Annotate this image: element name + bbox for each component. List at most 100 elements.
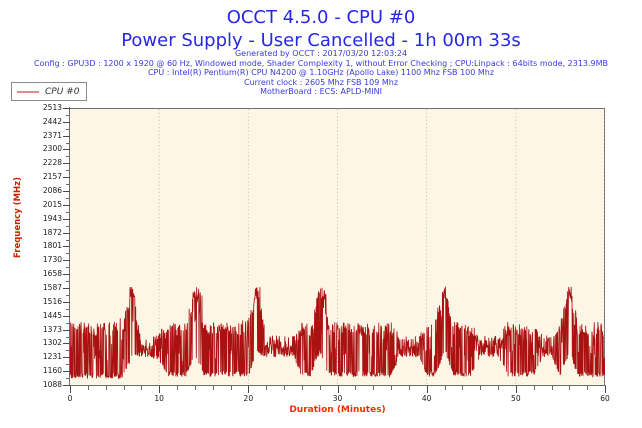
y-axis-minor-tick [66, 378, 70, 379]
x-axis-tick [426, 386, 428, 393]
y-axis-tick-label: 1516 [42, 296, 62, 306]
x-axis-tick [70, 386, 71, 393]
y-axis-tick [63, 260, 70, 262]
x-axis-minor-tick [177, 386, 178, 390]
x-axis-minor-tick [408, 386, 410, 390]
x-axis-minor-tick [444, 386, 446, 390]
y-axis-tick-label: 1160 [42, 366, 62, 375]
y-axis-minor-tick [66, 197, 70, 199]
y-axis-tick [63, 385, 70, 386]
x-axis-tick [605, 386, 606, 393]
y-axis-minor-tick [66, 253, 70, 255]
x-axis-minor-tick [141, 386, 143, 390]
y-axis-tick-label: 1587 [42, 283, 62, 292]
y-axis-minor-tick [66, 336, 70, 338]
y-axis-tick-label: 1801 [42, 241, 62, 251]
x-axis-tick [515, 386, 517, 393]
y-axis-tick-label: 2513 [42, 103, 62, 112]
y-axis-tick [63, 274, 70, 276]
page-title: OCCT 4.5.0 - CPU #0 [226, 7, 416, 28]
y-axis-tick [63, 357, 70, 359]
y-axis-minor-tick [66, 170, 70, 172]
y-axis-tick-label: 2300 [42, 144, 62, 154]
x-axis-minor-tick [480, 386, 482, 390]
x-axis-minor-tick [301, 386, 303, 390]
y-axis-tick [63, 191, 70, 192]
y-axis-tick [63, 246, 70, 248]
page-subtitle: Power Supply - User Cancelled - 1h 00m 3… [121, 30, 521, 51]
plot-area [70, 108, 605, 386]
legend-swatch-line-icon [17, 90, 39, 93]
x-axis-minor-tick [462, 386, 464, 390]
y-axis-tick-label: 1231 [42, 352, 62, 362]
y-axis-tick-label: 1445 [42, 310, 62, 320]
y-axis-minor-tick [66, 308, 70, 310]
y-axis-tick-label: 1302 [42, 338, 62, 348]
y-axis-minor-tick [66, 281, 70, 283]
x-axis-minor-tick [266, 386, 268, 390]
x-axis-minor-tick [194, 386, 196, 390]
y-axis-tick-label: 1373 [42, 324, 62, 334]
y-axis-minor-tick [66, 156, 70, 158]
x-axis-tick [337, 386, 339, 393]
y-axis-tick [63, 163, 70, 165]
y-axis-minor-tick [66, 350, 70, 352]
y-axis-tick [63, 204, 70, 206]
y-axis-minor-tick [66, 114, 70, 116]
x-axis-minor-tick [87, 386, 89, 390]
y-axis-title: Frequency (MHz) [13, 177, 23, 258]
x-axis-tick [159, 386, 161, 393]
y-axis-tick [63, 108, 70, 109]
legend-series-label: CPU #0 [45, 86, 80, 97]
x-axis-minor-tick [230, 386, 232, 390]
y-axis-tick-label: 2442 [42, 116, 62, 126]
y-axis-tick [63, 301, 70, 303]
y-axis-minor-tick [66, 364, 70, 366]
x-axis-minor-tick [105, 386, 107, 390]
y-axis-minor-tick [66, 294, 70, 296]
x-axis-tick-label: 10 [154, 394, 164, 403]
x-axis-minor-tick [587, 386, 589, 390]
x-axis-tick-label: 40 [421, 394, 432, 403]
y-axis-tick-label: 2015 [42, 199, 62, 209]
y-axis-tick-label: 1730 [42, 255, 62, 265]
y-axis-tick [63, 149, 70, 151]
system-info-block: Generated by OCCT : 2017/03/20 12:03:24 … [0, 49, 642, 97]
chart-legend: CPU #0 [11, 82, 88, 101]
x-axis-minor-tick [212, 386, 214, 390]
x-axis-minor-tick [498, 386, 499, 390]
x-axis-tick-label: 0 [67, 394, 73, 403]
x-axis-minor-tick [355, 386, 357, 390]
y-axis-tick-label: 2371 [42, 130, 62, 140]
x-axis-minor-tick [569, 386, 571, 390]
x-axis-tick-label: 30 [332, 394, 343, 403]
y-axis-minor-tick [66, 128, 70, 130]
cpu-line: CPU : Intel(R) Pentium(R) CPU N4200 @ 1.… [147, 68, 495, 78]
y-axis-minor-tick [66, 322, 70, 324]
y-axis-tick-label: 2157 [42, 172, 62, 182]
y-axis-tick [63, 135, 70, 137]
y-axis-tick [63, 177, 70, 179]
generated-line: Generated by OCCT : 2017/03/20 12:03:24 [234, 49, 408, 58]
chart-title-block: OCCT 4.5.0 - CPU #0 Power Supply - User … [0, 6, 642, 52]
y-axis-tick [63, 343, 70, 345]
current-clock-line: Current clock : 2605 Mhz FSB 109 Mhz [243, 77, 399, 87]
x-axis-minor-tick [551, 386, 553, 390]
x-axis-tick-label: 20 [243, 394, 254, 403]
y-axis-tick-label: 2086 [42, 186, 62, 195]
x-axis-tick [248, 386, 250, 393]
y-axis-tick [63, 315, 70, 317]
y-axis-tick [63, 288, 70, 289]
cpu0-frequency-line [70, 286, 605, 380]
x-axis-minor-tick [123, 386, 125, 390]
y-axis-minor-tick [66, 142, 70, 144]
y-axis-tick [63, 218, 70, 220]
y-axis-tick-label: 2228 [42, 158, 62, 168]
x-axis-minor-tick [533, 386, 535, 390]
y-axis-tick [63, 121, 70, 123]
y-axis-minor-tick [66, 184, 70, 186]
y-axis-minor-tick [66, 211, 70, 213]
config-line: Config : GPU3D : 1200 x 1920 @ 60 Hz, Wi… [33, 58, 609, 68]
motherboard-line: MotherBoard : ECS: APLD-MINI [260, 87, 382, 97]
